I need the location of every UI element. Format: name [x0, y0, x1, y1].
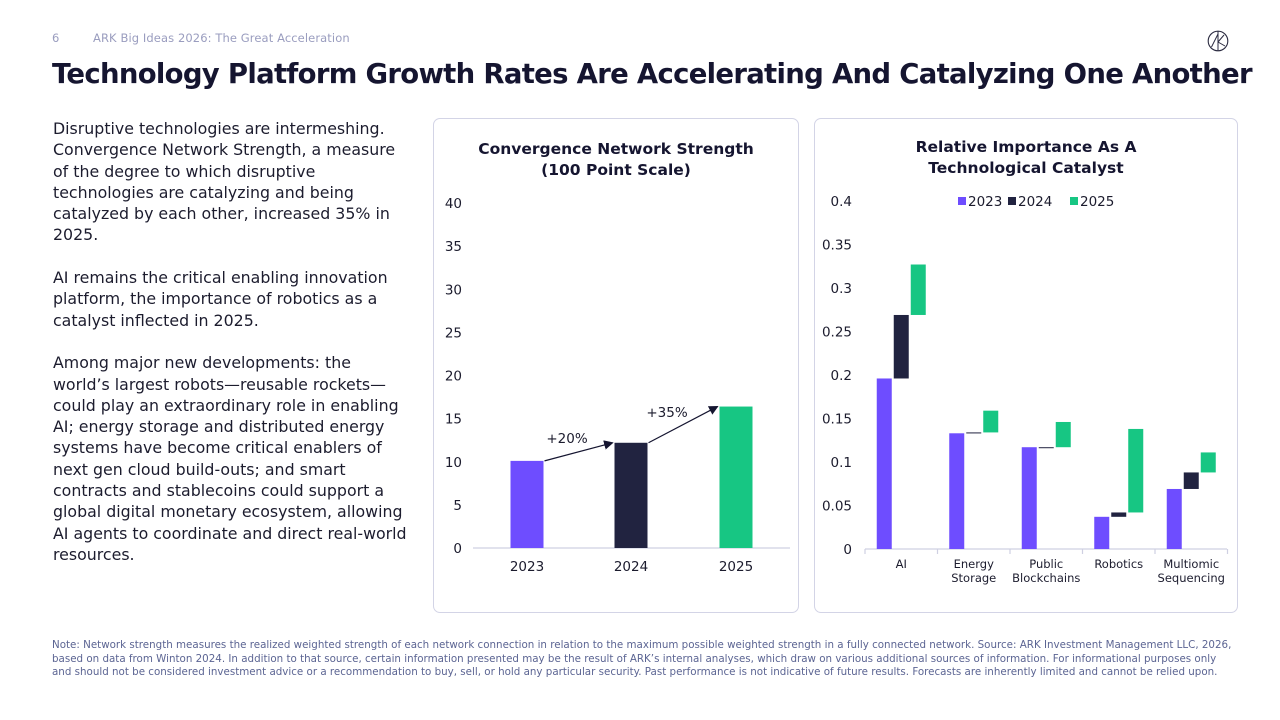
bar-2024-ai: [893, 314, 909, 379]
x-tick-label: Energy: [954, 557, 994, 571]
y-tick-label: 0.25: [822, 325, 852, 341]
body-paragraph: AI remains the critical enabling innovat…: [53, 268, 388, 330]
x-tick-label: AI: [896, 557, 907, 571]
bar-2025-multiomic: [1200, 452, 1216, 473]
y-tick-label: 0.4: [831, 194, 852, 210]
page-number: 6: [52, 31, 60, 45]
growth-label: +20%: [546, 431, 587, 447]
chart-title-line1: Convergence Network Strength: [478, 140, 754, 158]
x-tick-label: 2025: [719, 559, 753, 575]
x-tick-label: Blockchains: [1012, 571, 1080, 585]
growth-arrow: [544, 440, 614, 462]
y-tick-label: 0.3: [831, 281, 852, 297]
bar-2025-robotics: [1128, 428, 1144, 513]
bar-2023-public: [1021, 447, 1037, 549]
legend-label-2023: 2023: [968, 194, 1002, 210]
body-paragraph: Among major new developments: the world’…: [53, 353, 407, 564]
y-tick-label: 0.2: [831, 368, 852, 384]
y-tick-label: 0.05: [822, 499, 852, 515]
footnote: Note: Network strength measures the real…: [52, 639, 1232, 678]
y-tick-label: 0.35: [822, 238, 852, 254]
bar-2023-multiomic: [1166, 488, 1182, 549]
chart-title-line2: Technological Catalyst: [928, 159, 1124, 177]
y-tick-label: 0: [843, 542, 852, 558]
x-tick-label: Storage: [951, 571, 996, 585]
body-text: Disruptive technologies are intermeshing…: [53, 118, 408, 587]
legend-swatch-2023: [958, 197, 966, 205]
x-tick-label: 2024: [614, 559, 648, 575]
page-title: Technology Platform Growth Rates Are Acc…: [52, 58, 1253, 90]
bar-2023: [510, 460, 544, 548]
y-tick-label: 20: [445, 369, 462, 385]
legend-swatch-2025: [1070, 197, 1078, 205]
convergence-chart-title: Convergence Network Strength (100 Point …: [434, 139, 798, 181]
bar-2024: [614, 442, 648, 548]
bar-2024-robotics: [1111, 512, 1127, 517]
y-tick-label: 0.15: [822, 412, 852, 428]
catalyst-chart-title: Relative Importance As A Technological C…: [815, 137, 1237, 179]
x-tick-label: Multiomic: [1163, 557, 1219, 571]
growth-label: +35%: [646, 405, 687, 421]
x-tick-label: Sequencing: [1158, 571, 1225, 585]
bar-2023-robotics: [1094, 516, 1110, 549]
deck-title: ARK Big Ideas 2026: The Great Accelerati…: [93, 31, 350, 45]
y-tick-label: 15: [445, 412, 462, 428]
bar-2024-public: [1038, 447, 1054, 449]
y-tick-label: 5: [453, 498, 462, 514]
legend-label-2025: 2025: [1080, 194, 1114, 210]
chart-title-line1: Relative Importance As A: [915, 138, 1137, 156]
bar-2025-energy: [983, 410, 999, 433]
legend-label-2024: 2024: [1018, 194, 1052, 210]
y-tick-label: 30: [445, 282, 462, 298]
chart-title-line2: (100 Point Scale): [541, 161, 691, 179]
y-tick-label: 25: [445, 325, 462, 341]
bar-2023-energy: [949, 433, 965, 549]
ark-logo-icon: [1207, 30, 1229, 52]
bar-2024-multiomic: [1183, 472, 1199, 489]
y-tick-label: 0: [453, 541, 462, 557]
bar-2025: [719, 406, 753, 548]
x-tick-label: 2023: [510, 559, 544, 575]
y-tick-label: 0.1: [831, 455, 852, 471]
relative-importance-chart: 0 0.05 0.1 0.15 0.2 0.25 0.3 0.35 0.4 2023 2024 202…: [822, 194, 1229, 585]
bar-2025-ai: [910, 264, 926, 315]
bar-2025-public: [1055, 421, 1071, 448]
bar-2023-ai: [876, 378, 892, 549]
body-paragraph: Disruptive technologies are intermeshing…: [53, 119, 396, 245]
x-tick-label: Robotics: [1094, 557, 1143, 571]
x-tick-label: Public: [1029, 557, 1063, 571]
legend-swatch-2024: [1008, 197, 1016, 205]
y-tick-label: 10: [445, 455, 462, 471]
y-tick-label: 40: [445, 196, 462, 212]
y-tick-label: 35: [445, 239, 462, 255]
growth-arrow: [648, 405, 719, 444]
bar-2024-energy: [966, 432, 982, 434]
